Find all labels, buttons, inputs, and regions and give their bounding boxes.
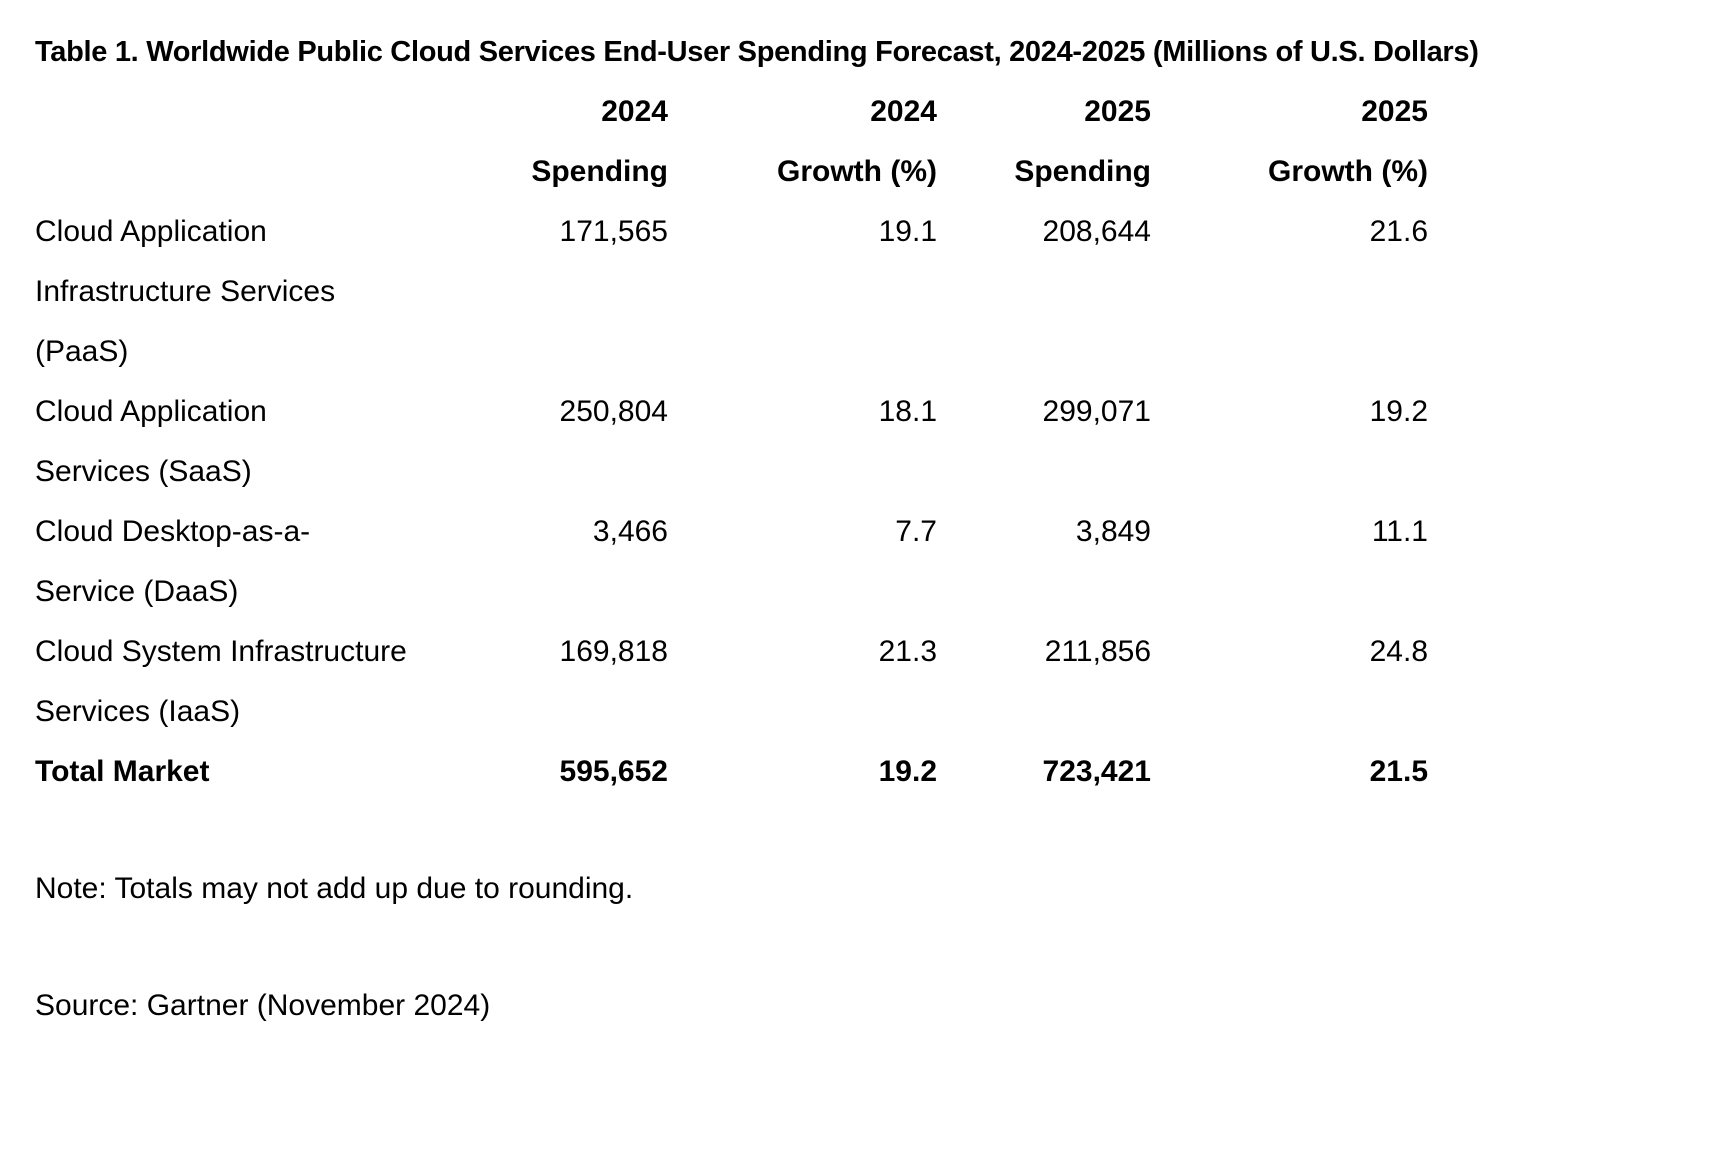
- header-2025-growth: 2025 Growth (%): [1268, 95, 1428, 188]
- header-2024-spending: 2024 Spending: [531, 95, 668, 188]
- header-row: 2024 Spending 2024 Growth (%) 2025 Spending…: [35, 82, 1428, 202]
- spending-2025-cell: 208,644: [1042, 215, 1151, 248]
- table-source: Source: Gartner (November 2024): [35, 989, 491, 1022]
- segment-cell: Cloud System Infrastructure Services (Ia…: [35, 635, 407, 728]
- growth-2025-cell: 24.8: [1369, 635, 1428, 668]
- spending-2024-cell: 169,818: [559, 635, 668, 668]
- spending-2024-cell: 3,466: [592, 515, 668, 548]
- growth-2024-cell: 19.1: [878, 215, 937, 248]
- table-row: Cloud Desktop-as-a-Service (DaaS) 3,466 …: [35, 502, 1428, 622]
- growth-2024-cell: 7.7: [895, 515, 937, 548]
- spending-table: 2024 Spending 2024 Growth (%) 2025 Spending…: [35, 82, 1428, 802]
- total-spending-2025: 723,421: [1042, 755, 1151, 788]
- spending-2025-cell: 299,071: [1042, 395, 1151, 428]
- table-row: Cloud Application Services (SaaS) 250,80…: [35, 382, 1428, 502]
- total-spending-2024: 595,652: [559, 755, 668, 788]
- spending-2024-cell: 250,804: [559, 395, 668, 428]
- segment-cell: Cloud Desktop-as-a-Service (DaaS): [35, 515, 311, 608]
- total-label: Total Market: [35, 755, 210, 788]
- total-growth-2025: 21.5: [1369, 755, 1428, 788]
- header-2024-growth: 2024 Growth (%): [777, 95, 937, 188]
- table-row: Cloud System Infrastructure Services (Ia…: [35, 622, 1428, 742]
- segment-cell: Cloud Application Services (SaaS): [35, 395, 267, 488]
- growth-2025-cell: 11.1: [1371, 515, 1428, 548]
- total-row: Total Market 595,652 19.2 723,421 21.5: [35, 742, 1428, 802]
- growth-2024-cell: 21.3: [878, 635, 937, 668]
- segment-cell: Cloud Application Infrastructure Service…: [35, 215, 336, 368]
- spending-2024-cell: 171,565: [559, 215, 668, 248]
- total-growth-2024: 19.2: [878, 755, 937, 788]
- spending-2025-cell: 3,849: [1075, 515, 1151, 548]
- header-segment: [35, 82, 470, 202]
- table-row: Cloud Application Infrastructure Service…: [35, 202, 1428, 382]
- table-title: Table 1. Worldwide Public Cloud Services…: [35, 36, 1479, 68]
- document: Table 1. Worldwide Public Cloud Services…: [35, 22, 1705, 1036]
- growth-2025-cell: 19.2: [1369, 395, 1428, 428]
- growth-2025-cell: 21.6: [1369, 215, 1428, 248]
- table-note: Note: Totals may not add up due to round…: [35, 872, 634, 905]
- growth-2024-cell: 18.1: [878, 395, 937, 428]
- spending-2025-cell: 211,856: [1044, 635, 1151, 668]
- header-2025-spending: 2025 Spending: [1014, 95, 1151, 188]
